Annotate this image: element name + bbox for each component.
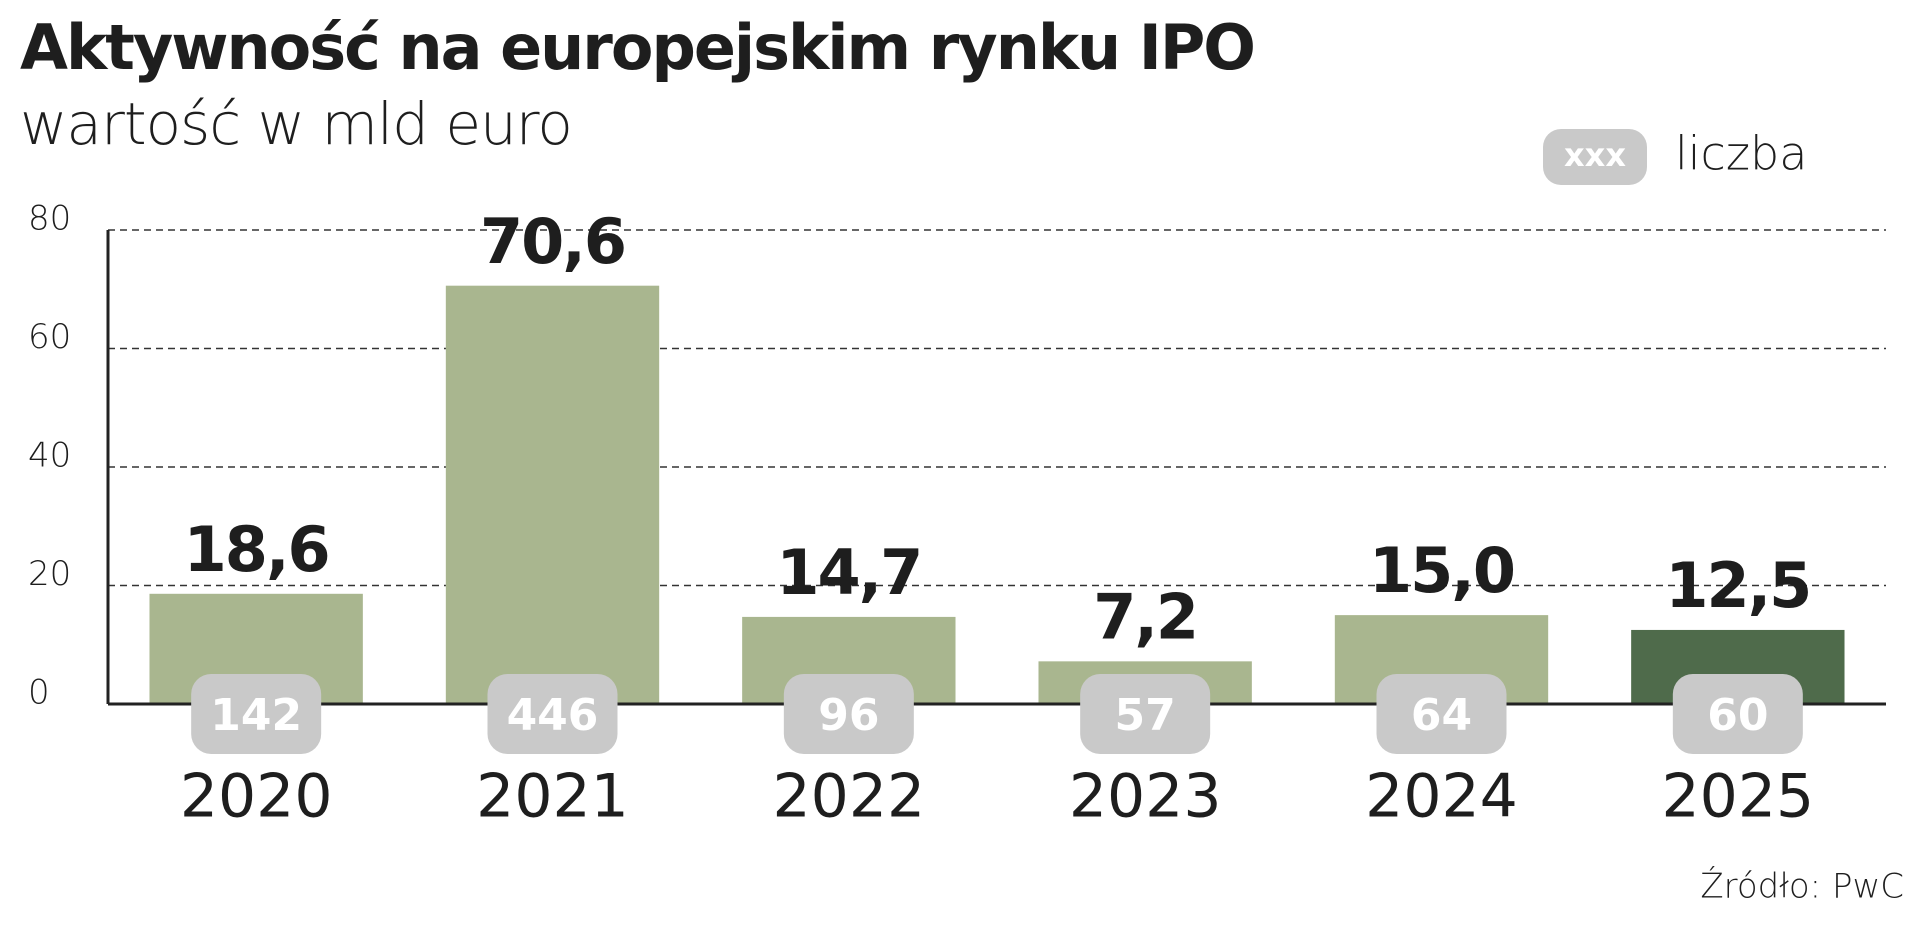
x-tick-label: 2021 [476,762,629,832]
x-tick-label: 2023 [1069,762,1222,832]
count-badge [487,674,618,754]
y-tick-label: 0 [28,673,50,713]
chart-title: Aktywność na europejskim rynku IPO [20,11,1254,84]
count-badge [191,674,322,754]
value-label: 7,2 [1093,580,1197,653]
x-tick-label: 2024 [1365,762,1518,832]
count-label: 142 [210,690,302,741]
y-tick-label: 80 [28,199,71,239]
count-badge [1376,674,1507,754]
count-label: 64 [1411,690,1472,741]
legend-label: liczba [1675,127,1807,181]
count-badge [783,674,914,754]
x-tick-label: 2022 [772,762,925,832]
count-label: 60 [1707,690,1768,741]
bar [445,285,660,704]
y-tick-label: 40 [28,436,71,476]
count-badge [1672,674,1803,754]
legend-sample: xxx [1564,136,1626,174]
y-tick-label: 20 [28,554,71,594]
value-label: 14,7 [776,536,921,609]
count-label: 446 [507,690,599,741]
count-label: 96 [818,690,879,741]
count-badge [1080,674,1211,754]
value-label: 15,0 [1369,534,1514,607]
chart-subtitle: wartość w mld euro [20,90,572,158]
value-label: 12,5 [1665,549,1810,622]
value-label: 18,6 [184,513,329,586]
x-tick-label: 2025 [1661,762,1814,832]
source: Źródło: PwC [1700,866,1904,907]
y-tick-label: 60 [28,317,71,357]
x-tick-label: 2020 [180,762,333,832]
count-label: 57 [1115,690,1176,741]
value-label: 70,6 [480,205,625,278]
legend-swatch [1543,129,1647,185]
